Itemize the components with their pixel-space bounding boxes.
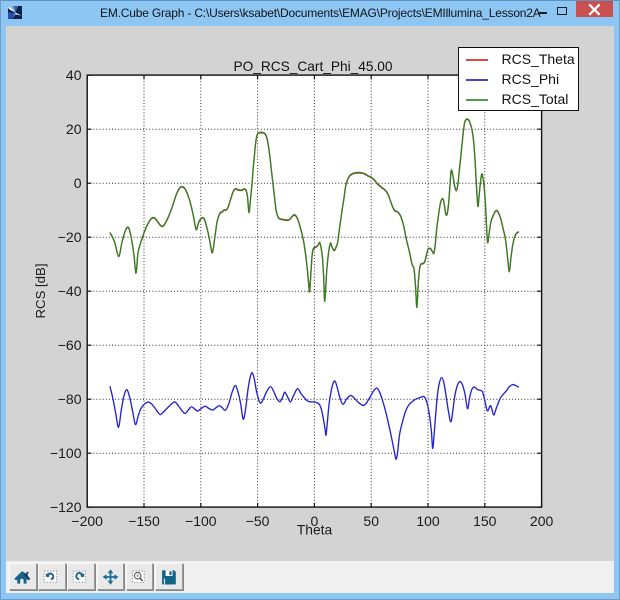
svg-text:−100: −100 bbox=[50, 445, 82, 461]
svg-text:100: 100 bbox=[416, 513, 440, 529]
svg-text:−100: −100 bbox=[185, 513, 217, 529]
svg-text:−20: −20 bbox=[58, 229, 82, 245]
svg-text:−200: −200 bbox=[71, 513, 103, 529]
svg-text:PO_RCS_Cart_Phi_45.00: PO_RCS_Cart_Phi_45.00 bbox=[233, 59, 392, 74]
svg-text:−80: −80 bbox=[58, 391, 82, 407]
svg-text:20: 20 bbox=[66, 121, 82, 137]
svg-text:0: 0 bbox=[74, 175, 82, 191]
svg-text:−120: −120 bbox=[50, 499, 82, 515]
svg-text:0: 0 bbox=[311, 513, 319, 529]
svg-text:150: 150 bbox=[473, 513, 497, 529]
svg-text:200: 200 bbox=[530, 513, 554, 529]
svg-text:−150: −150 bbox=[128, 513, 160, 529]
svg-text:−40: −40 bbox=[58, 283, 82, 299]
svg-text:50: 50 bbox=[363, 513, 379, 529]
svg-text:Theta: Theta bbox=[297, 523, 333, 538]
svg-text:−50: −50 bbox=[246, 513, 270, 529]
svg-text:40: 40 bbox=[66, 67, 82, 83]
svg-text:−60: −60 bbox=[58, 337, 82, 353]
svg-text:RCS [dB]: RCS [dB] bbox=[33, 264, 48, 319]
